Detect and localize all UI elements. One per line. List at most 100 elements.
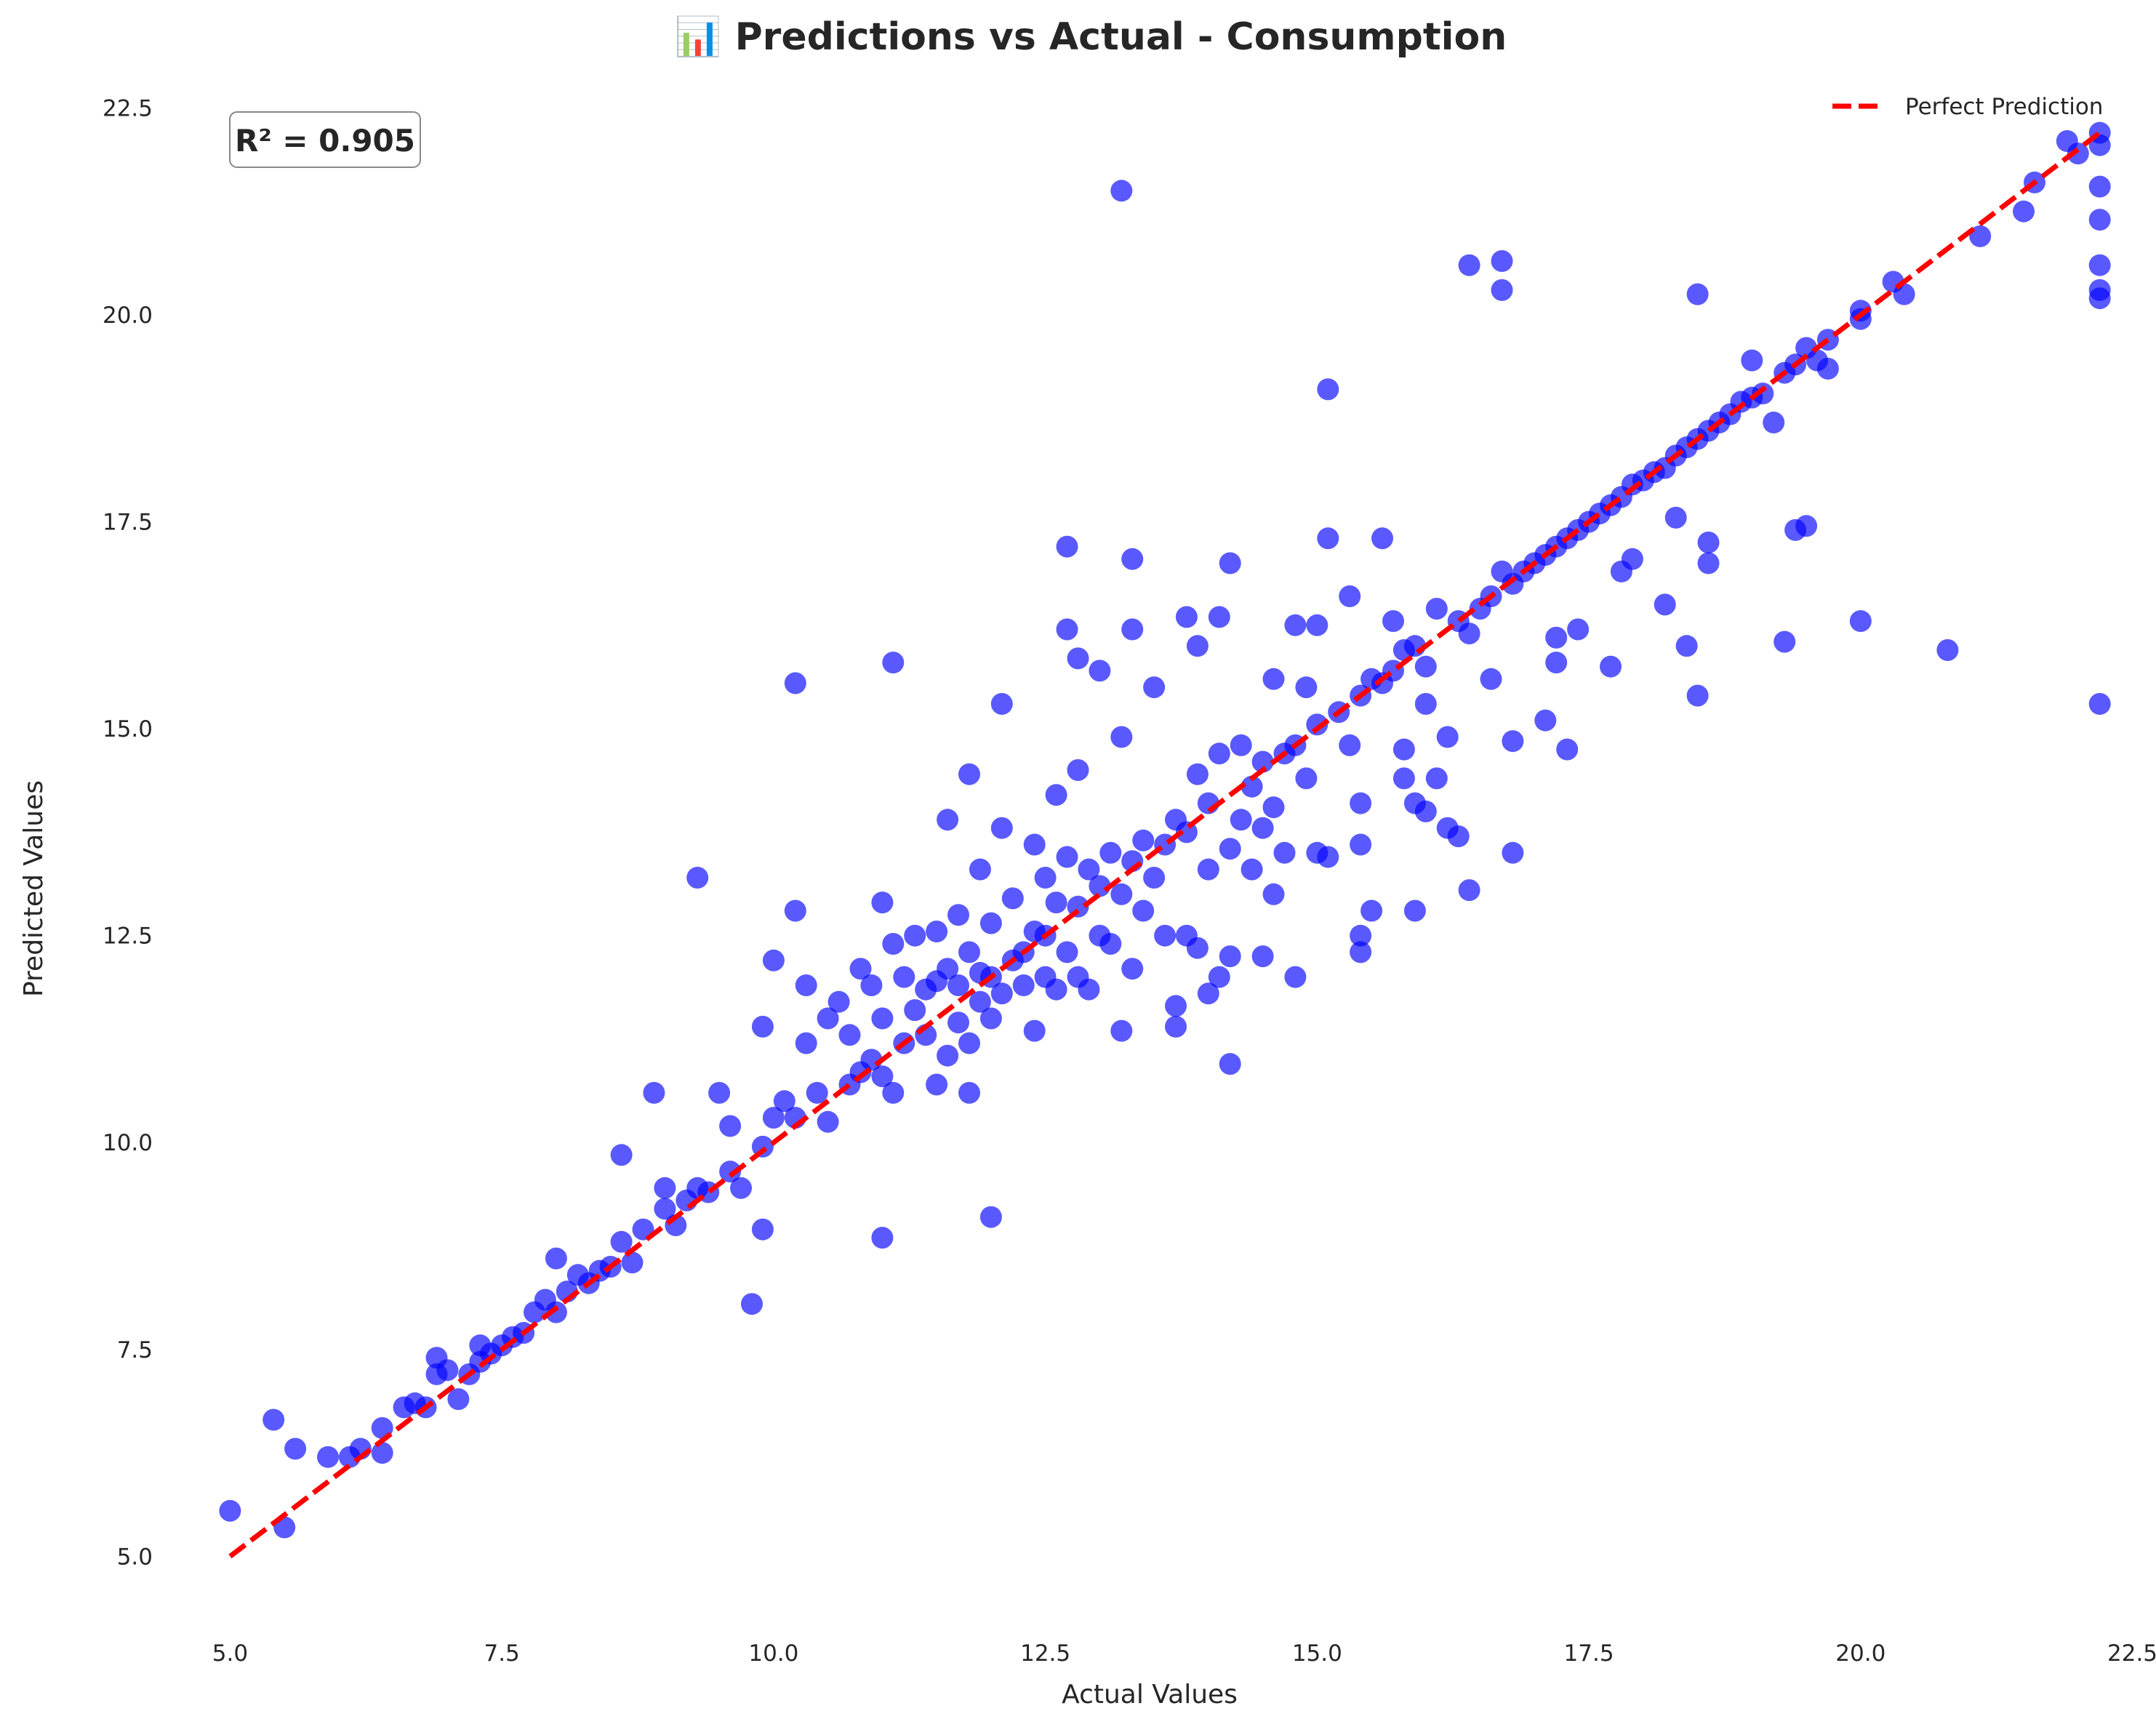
- legend-label: Perfect Prediction: [1905, 94, 2103, 120]
- data-point: [1491, 250, 1513, 272]
- data-point: [219, 1499, 241, 1522]
- data-point: [1175, 606, 1198, 628]
- data-point: [1197, 982, 1219, 1005]
- data-point: [958, 1032, 980, 1054]
- data-point: [1219, 838, 1241, 860]
- data-point: [893, 966, 915, 988]
- data-point: [1664, 506, 1687, 529]
- data-point: [762, 949, 785, 971]
- data-point: [1339, 734, 1361, 756]
- data-point: [263, 1409, 285, 1431]
- y-tick-label: 15.0: [103, 716, 153, 742]
- data-point: [795, 974, 817, 996]
- data-point: [1414, 693, 1437, 715]
- data-point: [1230, 809, 1252, 831]
- data-point: [621, 1251, 644, 1274]
- data-point: [762, 1107, 785, 1129]
- data-point: [1056, 846, 1078, 868]
- x-tick-label: 12.5: [1020, 1640, 1070, 1667]
- r2-annotation-text: R² = 0.905: [235, 123, 415, 159]
- data-point: [1089, 660, 1111, 682]
- data-point: [1414, 655, 1437, 678]
- data-point: [654, 1198, 676, 1220]
- data-point: [1067, 759, 1089, 781]
- data-point: [1621, 548, 1643, 570]
- data-point: [1317, 527, 1339, 550]
- data-point: [1078, 978, 1100, 1001]
- data-point: [2088, 693, 2111, 715]
- data-point: [882, 933, 905, 955]
- data-point: [371, 1442, 393, 1464]
- x-tick-label: 22.5: [2107, 1640, 2156, 1667]
- data-point: [1110, 180, 1133, 202]
- data-point: [1350, 941, 1372, 963]
- data-point: [1121, 548, 1144, 570]
- data-point: [1458, 254, 1480, 276]
- data-point: [1306, 614, 1329, 636]
- data-point: [937, 958, 959, 980]
- scatter-points: [219, 121, 2111, 1539]
- data-point: [1403, 899, 1426, 922]
- data-point: [849, 958, 872, 980]
- data-point: [1230, 734, 1252, 756]
- data-point: [1414, 800, 1437, 822]
- data-point: [784, 672, 806, 694]
- data-point: [1686, 283, 1709, 305]
- data-point: [1752, 382, 1774, 405]
- y-tick-label: 17.5: [103, 510, 153, 536]
- data-point: [1284, 614, 1307, 636]
- data-point: [610, 1144, 633, 1166]
- data-point: [1502, 730, 1524, 753]
- y-tick-labels: 5.0 7.5 10.0 12.5 15.0 17.5 20.0 22.5: [103, 95, 153, 1570]
- data-point: [817, 1007, 839, 1030]
- data-point: [284, 1438, 307, 1460]
- data-point: [904, 999, 926, 1022]
- x-tick-label: 17.5: [1564, 1640, 1614, 1667]
- data-point: [958, 941, 980, 963]
- data-point: [1197, 858, 1219, 881]
- y-tick-label: 20.0: [103, 302, 153, 329]
- x-tick-label: 20.0: [1835, 1640, 1886, 1667]
- data-point: [2013, 200, 2035, 223]
- data-point: [1425, 767, 1448, 790]
- data-point: [795, 1032, 817, 1054]
- data-point: [1067, 647, 1089, 670]
- data-point: [1165, 995, 1187, 1017]
- data-point: [1741, 349, 1763, 372]
- data-point: [1251, 750, 1274, 773]
- data-point: [926, 1073, 948, 1096]
- r2-annotation: R² = 0.905: [229, 111, 421, 168]
- data-point: [1219, 552, 1241, 574]
- data-point: [1816, 358, 1839, 380]
- data-point: [1132, 899, 1155, 922]
- data-point: [643, 1081, 665, 1104]
- data-point: [979, 1007, 1002, 1030]
- data-point: [1251, 817, 1274, 839]
- data-point: [1371, 527, 1393, 550]
- data-point: [1045, 784, 1067, 806]
- data-point: [1545, 652, 1568, 674]
- data-point: [1849, 610, 1872, 633]
- data-point: [1001, 887, 1024, 910]
- data-point: [937, 809, 959, 831]
- x-tick-label: 10.0: [748, 1640, 798, 1667]
- data-point: [1273, 841, 1296, 864]
- data-point: [1208, 966, 1230, 988]
- data-point: [990, 817, 1013, 839]
- legend: Perfect Prediction: [1832, 94, 2103, 120]
- data-point: [1350, 833, 1372, 856]
- data-point: [1165, 1015, 1187, 1038]
- data-point: [1121, 618, 1144, 641]
- data-point: [1023, 1019, 1046, 1042]
- data-point: [1132, 829, 1155, 852]
- data-point: [979, 912, 1002, 934]
- r2-annotation-box: [229, 111, 421, 168]
- data-point: [1143, 867, 1166, 889]
- data-point: [860, 974, 883, 996]
- data-point: [882, 652, 905, 674]
- data-point: [1600, 655, 1622, 678]
- data-point: [1382, 610, 1404, 633]
- data-point: [1023, 833, 1046, 856]
- data-point: [1686, 684, 1709, 707]
- data-point: [937, 1044, 959, 1067]
